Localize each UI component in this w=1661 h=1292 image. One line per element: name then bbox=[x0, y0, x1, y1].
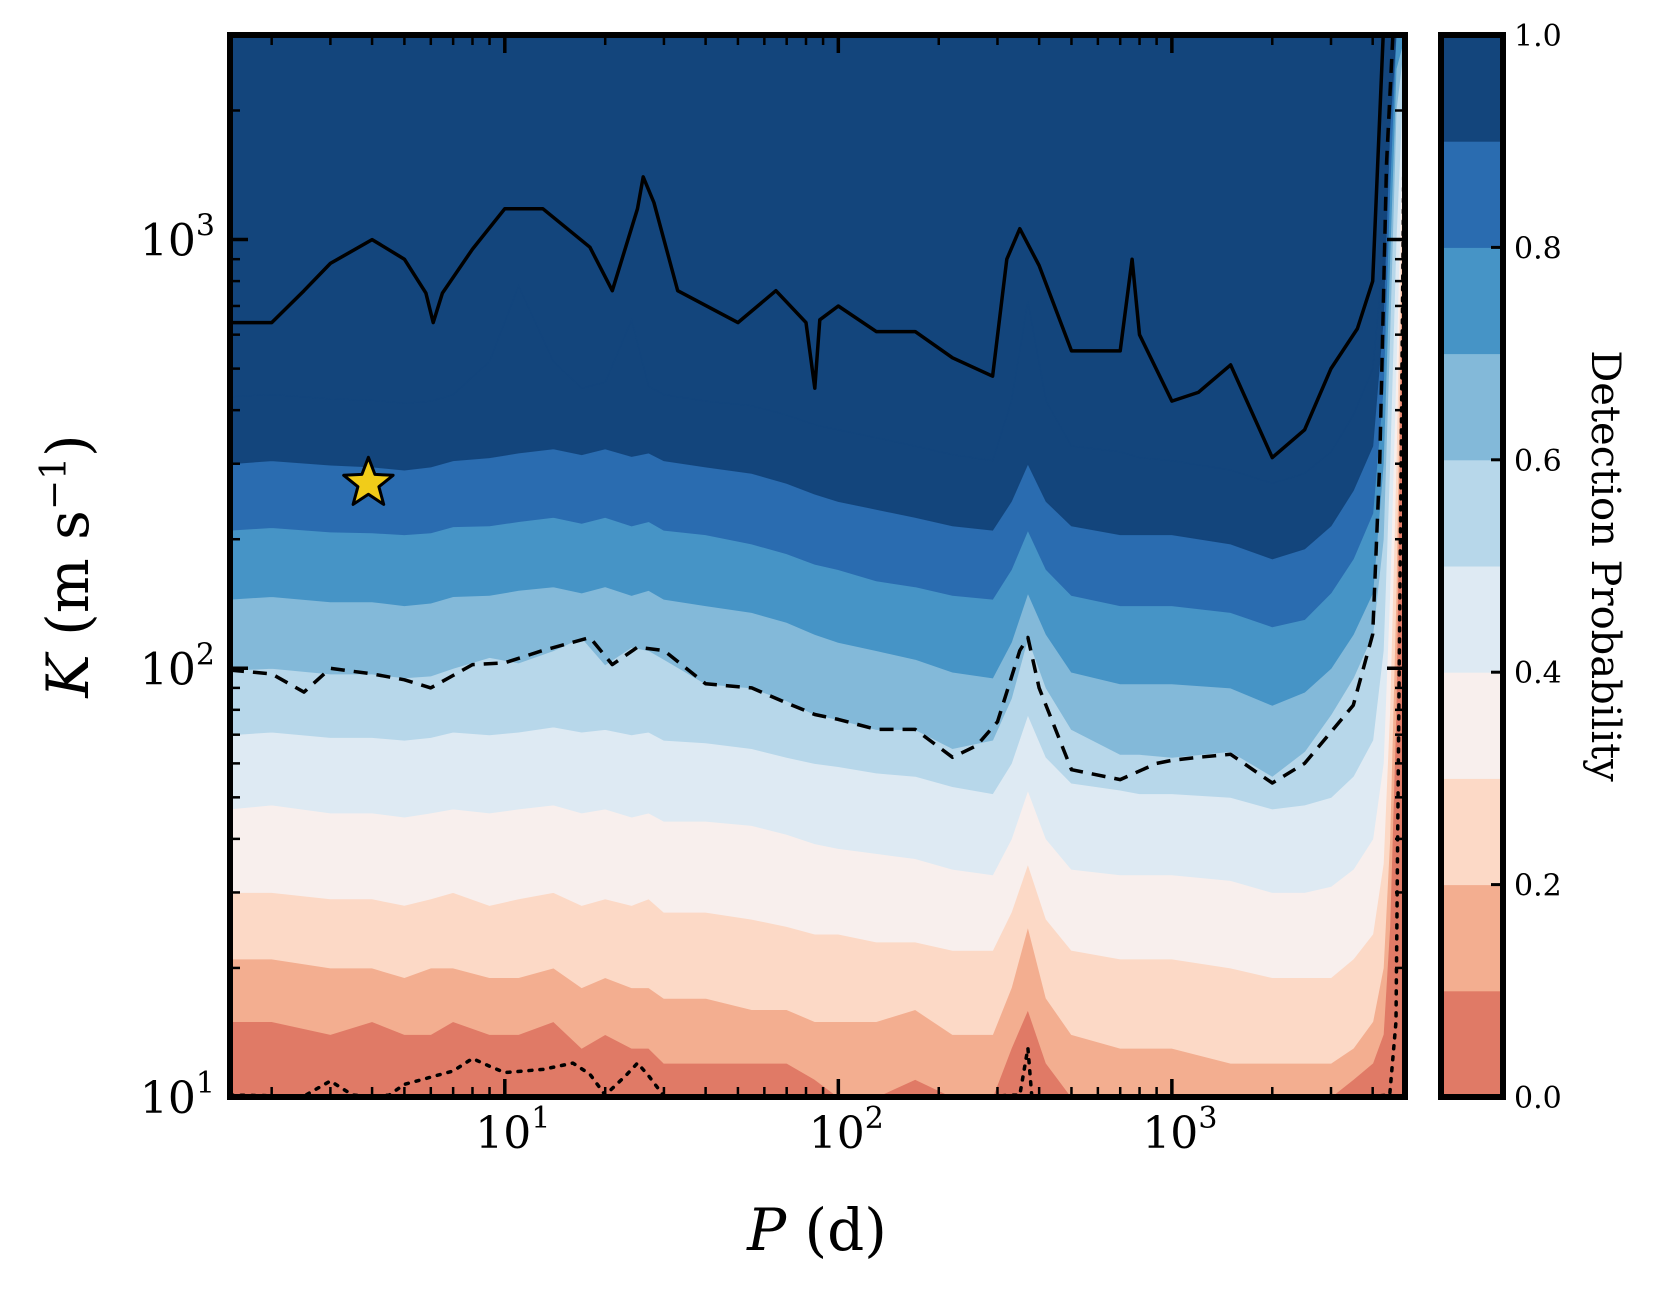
plot-frame bbox=[227, 32, 1408, 1100]
y-tick-label: 103 bbox=[140, 209, 215, 267]
colorbar-segment bbox=[1441, 247, 1503, 355]
colorbar-segment bbox=[1441, 459, 1503, 567]
y-tick-label: 102 bbox=[140, 637, 215, 695]
colorbar-tick-label: 0.0 bbox=[1514, 1081, 1562, 1116]
x-tick-labels: 101 102 103 bbox=[475, 1101, 1217, 1159]
x-tick-label: 101 bbox=[475, 1101, 550, 1159]
star-marker-layer bbox=[342, 455, 395, 506]
colorbar-segment bbox=[1441, 778, 1503, 886]
colorbar-segment bbox=[1441, 566, 1503, 673]
x-tick-label: 103 bbox=[1142, 1101, 1217, 1159]
contour-line-solid bbox=[230, 35, 1385, 460]
colorbar-tick-labels: 0.0 0.2 0.4 0.6 0.8 1.0 bbox=[1514, 19, 1562, 1116]
colorbar bbox=[1441, 33, 1503, 1099]
colorbar-tick-label: 1.0 bbox=[1514, 19, 1562, 54]
colorbar-title: Detection Probability bbox=[1582, 350, 1628, 782]
y-tick-label: 101 bbox=[140, 1066, 215, 1124]
colorbar-segment bbox=[1441, 141, 1503, 248]
colorbar-tick-label: 0.8 bbox=[1514, 231, 1562, 266]
x-tick-label: 102 bbox=[809, 1101, 884, 1159]
colorbar-tick-label: 0.4 bbox=[1514, 656, 1562, 691]
y-axis-title: K (m s−1) bbox=[34, 434, 102, 698]
colorbar-segment bbox=[1441, 353, 1503, 461]
contour-band-10 bbox=[230, 35, 1405, 484]
y-tick-labels: 101 102 103 bbox=[140, 209, 215, 1124]
contour-line-dotted bbox=[230, 35, 1405, 1097]
contour-lines bbox=[230, 35, 1405, 1097]
colorbar-tick-label: 0.2 bbox=[1514, 869, 1562, 904]
colorbar-segment bbox=[1441, 884, 1503, 992]
star-marker bbox=[342, 455, 395, 506]
colorbar-segment bbox=[1441, 990, 1503, 1098]
colorbar-segment bbox=[1441, 672, 1503, 779]
contour-line-dashed bbox=[230, 35, 1395, 785]
contour-fill-bands bbox=[230, 35, 1405, 1097]
colorbar-segment bbox=[1441, 35, 1503, 142]
x-axis-title: P (d) bbox=[746, 1196, 887, 1264]
colorbar-tick-label: 0.6 bbox=[1514, 444, 1562, 479]
colorbar-frame bbox=[1438, 32, 1506, 1100]
